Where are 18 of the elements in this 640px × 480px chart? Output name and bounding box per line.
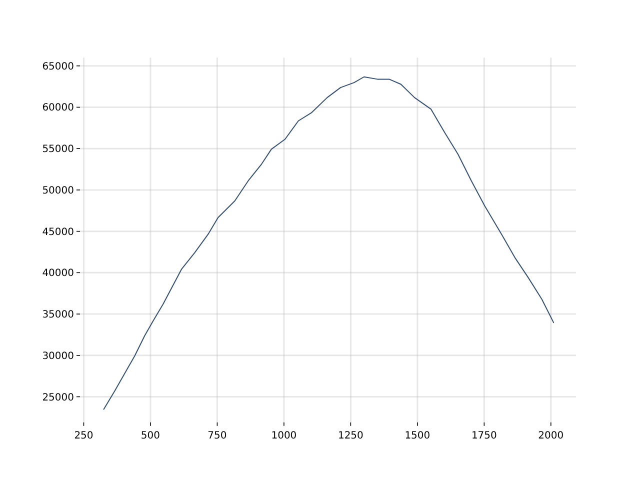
y-tick-label: 45000 [42, 226, 74, 238]
x-tick-label: 750 [208, 430, 227, 442]
line-series [103, 76, 554, 410]
x-tick-label: 1750 [471, 430, 497, 442]
y-tick-label: 35000 [42, 310, 74, 321]
y-tick-label: 55000 [42, 144, 74, 156]
x-tick-label: 2000 [538, 430, 564, 442]
y-tick-label: 40000 [42, 268, 74, 280]
y-tick-label: 25000 [42, 392, 74, 404]
y-tick-label: 60000 [42, 102, 74, 114]
x-tick-label: 1500 [404, 430, 430, 442]
x-tick-label: 1000 [271, 430, 297, 442]
x-tick-label: 1250 [338, 430, 364, 442]
y-tick-label: 50000 [42, 185, 74, 196]
y-tick-label: 65000 [42, 61, 74, 72]
x-tick-label: 250 [74, 430, 94, 442]
x-tick-label: 500 [140, 430, 160, 442]
y-tick-label: 30000 [42, 350, 74, 362]
